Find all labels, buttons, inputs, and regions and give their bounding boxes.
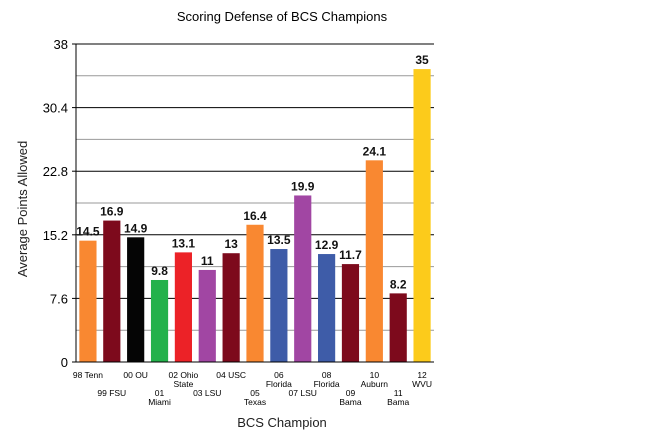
y-tick-label: 15.2 bbox=[43, 228, 68, 243]
data-label: 11 bbox=[201, 254, 214, 268]
x-tick-label: 03 LSU bbox=[193, 388, 221, 398]
x-tick-label-line2: Florida bbox=[314, 379, 340, 389]
bar bbox=[222, 253, 240, 362]
bar bbox=[341, 264, 360, 362]
data-label: 13.5 bbox=[267, 233, 291, 247]
data-label: 35 bbox=[415, 53, 429, 67]
bars bbox=[79, 69, 431, 363]
bar bbox=[318, 254, 336, 362]
data-label: 13.1 bbox=[172, 236, 196, 250]
x-tick-label-line2: Florida bbox=[266, 379, 292, 389]
x-tick-label: 04 USC bbox=[216, 370, 246, 380]
y-tick-label: 0 bbox=[61, 355, 68, 370]
data-label: 9.8 bbox=[151, 264, 168, 278]
x-tick-label-line2: Bama bbox=[387, 397, 409, 407]
data-label: 19.9 bbox=[291, 179, 315, 193]
x-tick-label: 06 bbox=[274, 370, 284, 380]
bar bbox=[79, 240, 97, 362]
data-labels: 14.516.914.9 9.8 13.1 11 13 16.413.5 19.9 12.91… bbox=[76, 53, 429, 291]
x-tick-label: 12 bbox=[417, 370, 427, 380]
chart-title: Scoring Defense of BCS Champions bbox=[177, 9, 388, 24]
x-tick-label: 09 bbox=[346, 388, 356, 398]
data-label: 14.5 bbox=[76, 225, 100, 239]
y-axis-ticks: 0 7.6 15.2 22.8 30.4 38 bbox=[43, 37, 76, 370]
x-tick-label: 11 bbox=[394, 388, 403, 398]
bar bbox=[365, 160, 383, 362]
bar bbox=[174, 252, 192, 362]
y-axis-label: Average Points Allowed bbox=[15, 141, 30, 277]
data-label: 16.9 bbox=[100, 205, 124, 219]
x-axis-label: BCS Champion bbox=[237, 415, 327, 430]
x-tick-label-line2: Miami bbox=[148, 397, 171, 407]
data-label: 24.1 bbox=[363, 144, 387, 158]
x-tick-label: 10 bbox=[370, 370, 380, 380]
x-tick-label-line2: WVU bbox=[412, 379, 432, 389]
bar bbox=[103, 220, 121, 362]
data-label: 14.9 bbox=[124, 221, 148, 235]
bar bbox=[389, 293, 407, 362]
bar bbox=[127, 237, 145, 362]
data-label: 11.7 bbox=[339, 248, 362, 262]
x-tick-label: 05 bbox=[250, 388, 260, 398]
x-tick-label: 99 FSU bbox=[97, 388, 126, 398]
x-tick-label: 07 LSU bbox=[289, 388, 317, 398]
bar bbox=[198, 269, 216, 362]
bar bbox=[413, 69, 431, 363]
data-label: 12.9 bbox=[315, 238, 339, 252]
y-tick-label: 7.6 bbox=[50, 291, 68, 306]
bar bbox=[270, 249, 288, 362]
data-label: 13 bbox=[224, 237, 238, 251]
bar bbox=[150, 279, 169, 362]
x-tick-label-line2: Auburn bbox=[361, 379, 389, 389]
x-tick-label: 02 Ohio bbox=[169, 370, 199, 380]
bar bbox=[246, 224, 264, 362]
y-tick-label: 38 bbox=[54, 37, 68, 52]
x-tick-label-line2: Bama bbox=[339, 397, 361, 407]
x-tick-label-line2: State bbox=[173, 379, 193, 389]
x-tick-label: 00 OU bbox=[123, 370, 148, 380]
data-label: 16.4 bbox=[243, 209, 267, 223]
x-tick-label: 08 bbox=[322, 370, 332, 380]
x-tick-label: 01 bbox=[155, 388, 165, 398]
bar bbox=[294, 195, 312, 362]
y-tick-label: 22.8 bbox=[43, 164, 68, 179]
y-tick-label: 30.4 bbox=[43, 101, 68, 116]
data-label: 8.2 bbox=[390, 277, 407, 291]
x-tick-label: 98 Tenn bbox=[73, 370, 103, 380]
x-tick-label-line2: Texas bbox=[244, 397, 266, 407]
